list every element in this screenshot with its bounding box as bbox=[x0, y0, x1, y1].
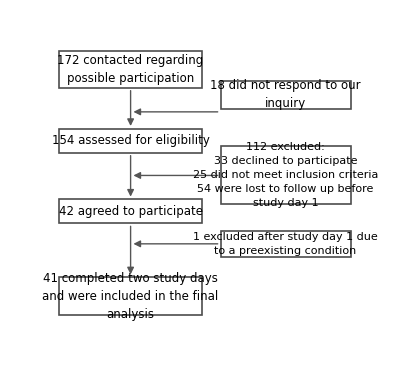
FancyBboxPatch shape bbox=[59, 200, 202, 224]
FancyBboxPatch shape bbox=[59, 51, 202, 88]
Text: 41 completed two study days
and were included in the final
analysis: 41 completed two study days and were inc… bbox=[42, 272, 219, 321]
FancyBboxPatch shape bbox=[220, 146, 351, 204]
Text: 1 excluded after study day 1 due
to a preexisting condition: 1 excluded after study day 1 due to a pr… bbox=[193, 232, 378, 256]
Text: 18 did not respond to our
inquiry: 18 did not respond to our inquiry bbox=[210, 79, 361, 110]
Text: 172 contacted regarding
possible participation: 172 contacted regarding possible partici… bbox=[58, 54, 204, 85]
Text: 154 assessed for eligibility: 154 assessed for eligibility bbox=[52, 134, 210, 147]
FancyBboxPatch shape bbox=[220, 230, 351, 257]
Text: 112 excluded:
33 declined to participate
25 did not meet inclusion criteria
54 w: 112 excluded: 33 declined to participate… bbox=[193, 142, 378, 208]
FancyBboxPatch shape bbox=[59, 277, 202, 315]
Text: 42 agreed to participate: 42 agreed to participate bbox=[59, 205, 203, 218]
FancyBboxPatch shape bbox=[59, 129, 202, 153]
FancyBboxPatch shape bbox=[220, 81, 351, 109]
